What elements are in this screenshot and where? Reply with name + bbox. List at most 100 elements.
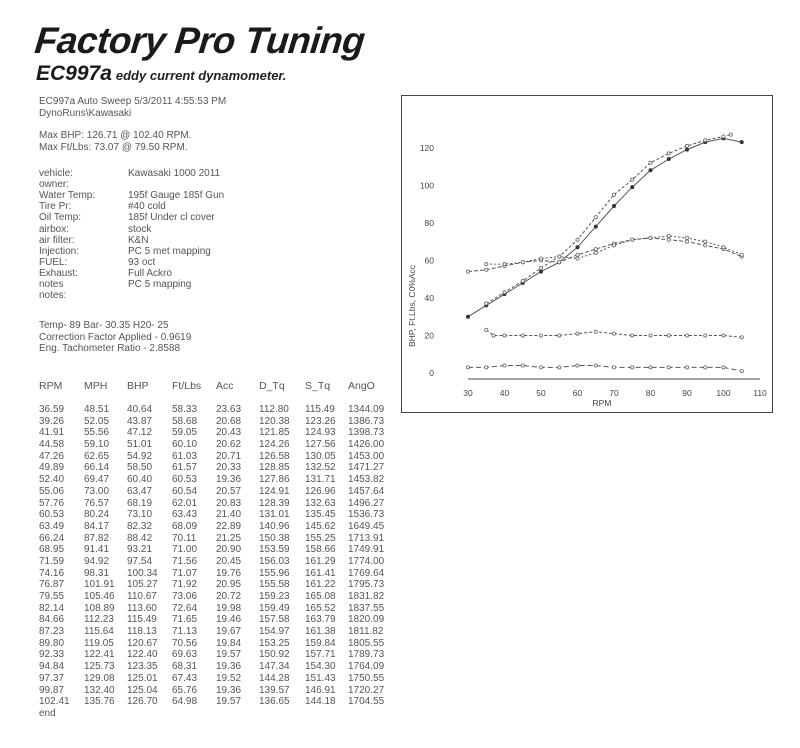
table-cell: 70.56 xyxy=(172,637,198,649)
table-cell: 126.70 xyxy=(127,696,158,708)
table-cell: 47.26 xyxy=(39,450,65,462)
y-tick-label: 120 xyxy=(420,143,434,153)
chart-svg: BHP, Ft.Lbs, C0%Acc RPM 30 40 50 60 70 80 90 10… xyxy=(407,132,767,408)
data-point xyxy=(721,333,726,338)
table-cell: 1774.00 xyxy=(348,555,385,567)
table-cell: 132.52 xyxy=(305,462,336,474)
table-cell: 165.08 xyxy=(305,591,336,602)
vehicle-info-label: FUEL: xyxy=(39,256,68,268)
table-cell: 105.27 xyxy=(127,579,158,591)
table-cell: 43.87 xyxy=(127,415,153,427)
table-cell: 139.57 xyxy=(259,684,290,696)
table-cell: 161.29 xyxy=(305,555,336,567)
table-cell: 63.43 xyxy=(172,509,198,521)
table-cell: 1795.73 xyxy=(348,579,385,591)
data-point xyxy=(484,365,489,370)
data-point xyxy=(703,365,708,370)
table-cell: 23.63 xyxy=(216,404,242,415)
table-cell: 60.40 xyxy=(127,474,153,486)
vehicle-info-value: PC 5 met mapping xyxy=(128,245,211,257)
data-point xyxy=(703,243,708,248)
data-point xyxy=(502,333,507,338)
table-cell: 71.92 xyxy=(172,579,198,591)
data-point xyxy=(685,147,689,152)
table-cell: 123.26 xyxy=(305,415,336,427)
table-cell: 115.49 xyxy=(305,404,335,415)
data-point xyxy=(538,333,543,338)
x-tick-label: 90 xyxy=(682,388,692,398)
table-cell: 71.65 xyxy=(172,614,198,626)
data-point xyxy=(648,168,653,173)
y-tick-label: 60 xyxy=(425,255,435,265)
x-tick-label: 40 xyxy=(500,388,510,398)
table-row: 41.91 55.56 47.12 59.05 20.43 121.85 124.93 139… xyxy=(39,427,384,439)
table-cell: 154.30 xyxy=(305,661,336,673)
table-cell: 124.26 xyxy=(259,439,290,451)
table-cell: 59.10 xyxy=(84,439,110,451)
table-cell: 19.76 xyxy=(216,567,242,579)
table-cell: 136.65 xyxy=(259,696,290,708)
table-cell: 19.67 xyxy=(216,626,242,638)
data-point xyxy=(612,203,616,208)
table-cell: 155.96 xyxy=(259,567,290,579)
table-cell: 1386.73 xyxy=(348,415,385,427)
table-cell: 49.89 xyxy=(39,462,65,474)
table-cell: 157.58 xyxy=(259,614,290,626)
x-tick-label: 110 xyxy=(753,388,767,398)
table-row: 39.26 52.05 43.87 58.68 20.68 120.38 123.26 138… xyxy=(39,416,384,428)
data-point xyxy=(721,365,726,370)
table-cell: 19.57 xyxy=(216,696,242,708)
vehicle-info-value: 185f Under cl cover xyxy=(128,212,215,224)
data-point xyxy=(684,239,689,244)
data-point xyxy=(666,365,671,370)
table-cell: 120.67 xyxy=(127,637,158,649)
y-axis-label: BHP, Ft.Lbs, C0%Acc xyxy=(407,264,417,347)
table-cell: 135.45 xyxy=(305,509,336,521)
data-point xyxy=(684,365,689,370)
vehicle-info-value: 195f Gauge 185f Gun xyxy=(128,190,225,202)
data-point xyxy=(703,138,708,143)
data-point xyxy=(728,132,733,137)
vehicle-info-value: #40 cold xyxy=(128,201,166,213)
series-line xyxy=(467,237,742,273)
table-cell: 118.13 xyxy=(127,626,157,638)
table-cell: 1536.73 xyxy=(348,509,385,521)
table-cell: 126.58 xyxy=(259,450,290,462)
table-cell: 88.42 xyxy=(127,532,153,544)
data-point xyxy=(575,245,580,250)
table-row: 44.58 59.10 51.01 60.10 20.62 124.26 127.56 142… xyxy=(39,439,384,451)
data-point xyxy=(593,224,598,229)
data-point xyxy=(739,369,744,374)
data-point xyxy=(703,333,708,338)
table-cell: 129.08 xyxy=(84,672,115,684)
table-cell: 47.12 xyxy=(127,427,153,439)
y-tick-label: 80 xyxy=(425,218,435,228)
table-cell: 84.66 xyxy=(39,614,65,626)
table-cell: 127.86 xyxy=(259,474,290,486)
vehicle-info-label: Water Temp: xyxy=(39,190,96,202)
table-row: 99.87 132.40 125.04 65.76 19.36 139.57 146.91 1… xyxy=(39,685,384,697)
table-cell: 1457.64 xyxy=(348,485,385,497)
table-cell: 108.89 xyxy=(84,602,115,614)
data-point xyxy=(502,363,507,368)
vehicle-info-value: Kawasaki 1000 2011 xyxy=(128,168,221,179)
table-cell: 147.34 xyxy=(259,661,290,673)
table-cell: 1749.91 xyxy=(348,544,385,556)
table-header-cell: Acc xyxy=(216,380,234,392)
data-point xyxy=(648,365,653,370)
data-point xyxy=(520,260,525,265)
table-cell: 87.23 xyxy=(39,626,65,638)
table-cell: 72.64 xyxy=(172,602,198,614)
series-line xyxy=(486,235,742,265)
x-tick-label: 30 xyxy=(463,388,473,398)
table-cell: 20.43 xyxy=(216,427,242,439)
table-cell: 1789.73 xyxy=(348,649,385,661)
tachometer-ratio: Eng. Tachometer Ratio - 2.8588 xyxy=(39,343,181,354)
data-point xyxy=(593,250,598,255)
table-row: 63.49 84.17 82.32 68.09 22.89 140.96 145.62 164… xyxy=(39,521,384,533)
table-row: 82.14 108.89 113.60 72.64 19.98 159.49 165.52 1… xyxy=(39,603,384,615)
data-point xyxy=(611,331,616,336)
vehicle-info-label: Oil Temp: xyxy=(39,212,82,224)
data-point xyxy=(630,177,635,182)
table-cell: 73.10 xyxy=(127,509,153,521)
